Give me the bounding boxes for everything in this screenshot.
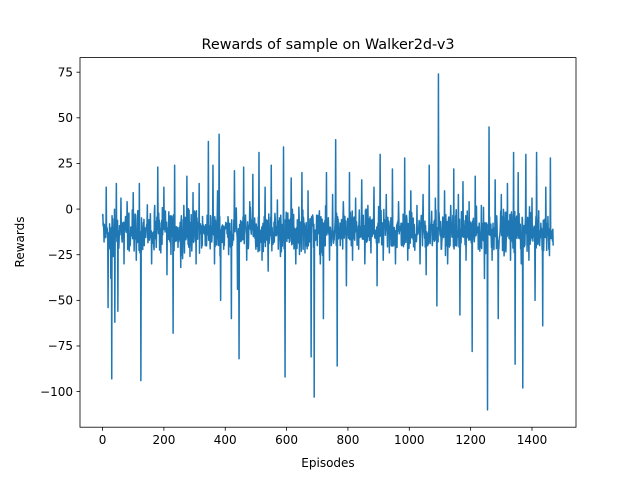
y-tick-label: 25	[58, 157, 73, 171]
chart-title: Rewards of sample on Walker2d-v3	[202, 37, 455, 53]
y-tick-label: −100	[40, 385, 73, 399]
y-tick-label: 75	[58, 65, 73, 79]
x-axis-label: Episodes	[301, 456, 354, 470]
y-tick-label: 0	[65, 202, 73, 216]
y-axis-ticks: −100 −75 −50 −25 0 25 50 75	[40, 65, 80, 399]
axes-frame	[79, 57, 577, 428]
x-axis-ticks: 0 200 400 600 800 1000 1200 1400	[99, 427, 548, 447]
y-tick-label: −25	[48, 248, 73, 262]
x-tick-label: 1200	[455, 433, 486, 447]
x-tick-label: 0	[99, 433, 107, 447]
x-tick-label: 600	[275, 433, 298, 447]
y-tick-label: 50	[58, 111, 73, 125]
x-tick-label: 400	[214, 433, 237, 447]
series-line	[101, 73, 554, 411]
x-tick-label: 200	[152, 433, 175, 447]
x-tick-label: 1000	[394, 433, 425, 447]
x-tick-label: 800	[336, 433, 359, 447]
y-axis-label: Rewards	[13, 217, 27, 268]
plot-area	[101, 73, 554, 411]
x-tick-label: 1400	[517, 433, 548, 447]
y-tick-label: −50	[48, 294, 73, 308]
y-tick-label: −75	[48, 339, 73, 353]
